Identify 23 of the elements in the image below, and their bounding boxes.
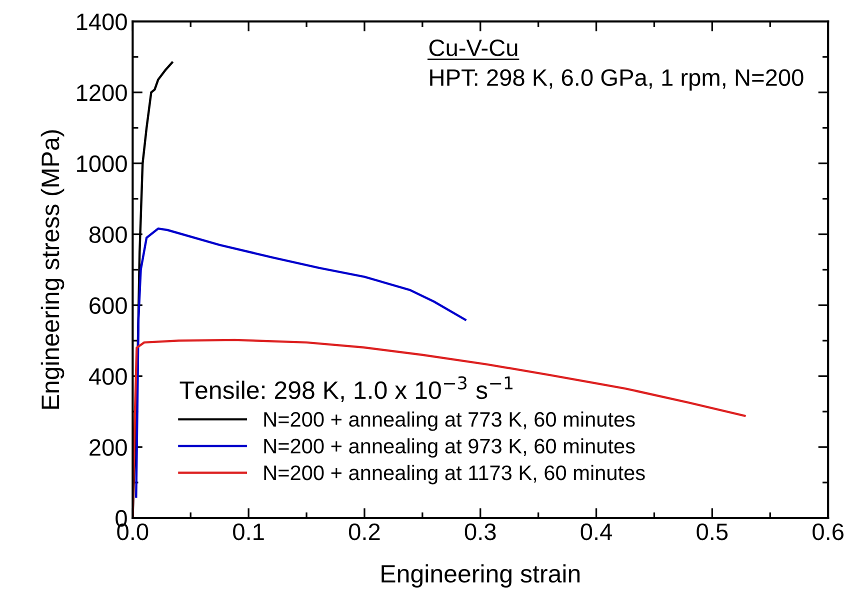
x-tick-label: 0.3 — [464, 523, 496, 540]
x-tick-label: 0.4 — [580, 523, 612, 540]
y-tick-label: 1400 — [77, 14, 127, 30]
legend-label: N=200 + annealing at 773 K, 60 minutes — [264, 411, 635, 431]
y-tick-label: 200 — [90, 439, 127, 456]
y-tick-label: 1000 — [77, 155, 127, 172]
x-tick-label: 0.6 — [812, 523, 844, 540]
legend-label: N=200 + annealing at 1173 K, 60 minutes — [264, 464, 645, 484]
x-tick-label: 0.1 — [233, 523, 264, 540]
legend-label: N=200 + annealing at 973 K, 60 minutes — [264, 438, 635, 458]
y-tick-label: 400 — [88, 368, 127, 385]
x-tick-label: 0.2 — [348, 523, 380, 540]
y-axis-title: Engineering stress (MPa) — [40, 130, 64, 409]
legend-title: Tensile: 298 K, 1.0 x 10$^{−3}$ s$^{−1}$ — [180, 376, 512, 402]
y-tick-label: 1200 — [77, 84, 127, 102]
line-series — [132, 338, 746, 518]
annotation: HPT: 298 K, 6.0 GPa, 1 rpm, N=200 — [430, 69, 804, 91]
line-series — [135, 227, 466, 498]
x-tick-label: 0.5 — [696, 523, 728, 540]
y-tick-label: 800 — [89, 226, 127, 244]
annotation: Cu-V-Cu — [429, 39, 518, 56]
x-axis-title: Engineering strain — [382, 564, 580, 588]
y-tick-label: 600 — [90, 297, 127, 314]
